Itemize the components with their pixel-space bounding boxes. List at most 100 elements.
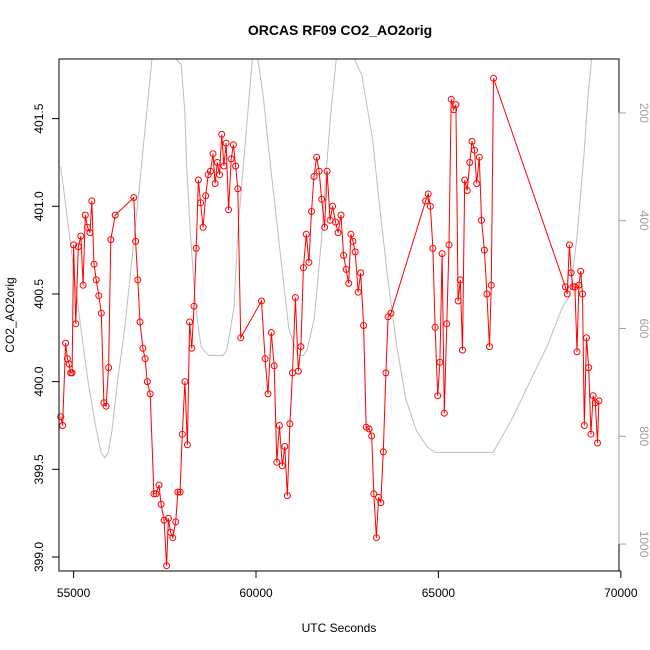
data-point: [561, 283, 569, 291]
data-point: [90, 260, 98, 268]
data-point: [463, 187, 471, 194]
data-point: [146, 390, 154, 398]
data-point: [258, 297, 265, 305]
data-point: [440, 409, 448, 417]
x-tick-label: 55000: [57, 586, 91, 600]
data-point: [174, 488, 182, 496]
data-point: [213, 159, 221, 166]
y-tick-label: 401.0: [32, 191, 46, 221]
data-point: [438, 250, 446, 258]
data-point: [483, 290, 491, 298]
data-point: [88, 197, 96, 205]
data-point: [577, 267, 585, 275]
data-point: [229, 141, 237, 149]
data-point: [157, 500, 165, 508]
data-point: [431, 323, 439, 331]
data-point: [261, 355, 269, 363]
data-point: [97, 309, 105, 317]
data-point: [487, 281, 495, 289]
data-point: [443, 320, 451, 328]
co2-series: [57, 74, 603, 570]
data-point: [57, 413, 65, 421]
data-point: [345, 279, 353, 287]
data-point: [466, 159, 474, 166]
data-point: [299, 264, 307, 272]
data-point: [132, 237, 140, 245]
data-point: [318, 195, 326, 203]
data-point: [580, 422, 588, 429]
x-tick-label: 65000: [422, 586, 456, 600]
data-point: [150, 490, 158, 498]
data-point: [454, 297, 462, 305]
data-point: [204, 171, 212, 179]
data-point: [370, 490, 378, 498]
data-point: [141, 355, 149, 363]
data-point: [291, 294, 299, 301]
data-point: [70, 241, 78, 249]
data-point: [567, 269, 575, 277]
data-point: [302, 230, 310, 238]
data-point: [68, 369, 76, 377]
data-point: [591, 399, 599, 407]
data-point: [62, 339, 70, 347]
data-point: [152, 490, 160, 498]
data-point: [267, 329, 275, 336]
data-point: [475, 153, 483, 161]
data-point: [202, 192, 210, 200]
data-point: [278, 462, 286, 470]
data-point: [429, 244, 437, 252]
data-point: [310, 173, 318, 180]
data-point: [275, 422, 283, 429]
x-axis-label: UTC Seconds: [302, 621, 377, 635]
data-point: [297, 343, 305, 351]
data-point: [65, 360, 73, 368]
data-point: [357, 269, 365, 277]
data-point: [155, 481, 163, 489]
data-point: [445, 241, 453, 249]
y-axis-label: CO2_AO2orig: [3, 277, 17, 352]
data-point: [211, 180, 219, 187]
y-tick-label: 400.0: [32, 366, 46, 396]
data-point: [86, 229, 94, 237]
data-point: [337, 211, 345, 219]
data-point: [589, 392, 597, 400]
y-tick-label: 399.0: [32, 542, 46, 572]
data-point: [194, 176, 202, 184]
data-point: [422, 197, 430, 205]
data-point: [286, 420, 294, 428]
y-tick-label: 400.5: [32, 279, 46, 309]
data-point: [459, 346, 466, 354]
data-point: [424, 190, 432, 198]
data-point: [387, 309, 395, 317]
data-point: [351, 248, 359, 256]
data-point: [426, 202, 434, 210]
data-point: [368, 432, 376, 440]
data-point: [79, 281, 87, 289]
data-point: [447, 95, 455, 103]
data-point: [273, 458, 281, 466]
data-point: [283, 492, 291, 500]
data-point: [178, 430, 186, 438]
data-point: [172, 518, 180, 526]
data-point: [579, 290, 586, 298]
pressure-series: [60, 58, 593, 459]
data-point: [347, 230, 355, 238]
data-point: [134, 276, 142, 284]
data-point: [107, 236, 115, 244]
data-point: [188, 344, 196, 352]
data-point: [225, 206, 233, 214]
data-point: [490, 74, 497, 82]
co2-line: [60, 78, 600, 566]
data-point: [587, 430, 595, 438]
data-point: [321, 223, 329, 231]
data-point: [595, 397, 603, 405]
data-point: [197, 199, 205, 207]
data-point: [334, 229, 342, 237]
data-point: [478, 216, 485, 224]
data-point: [575, 281, 583, 289]
plot-frame: [58, 58, 620, 572]
data-point: [206, 167, 214, 175]
data-point: [227, 155, 235, 163]
data-point: [471, 146, 478, 154]
pressure-line: [60, 58, 593, 459]
